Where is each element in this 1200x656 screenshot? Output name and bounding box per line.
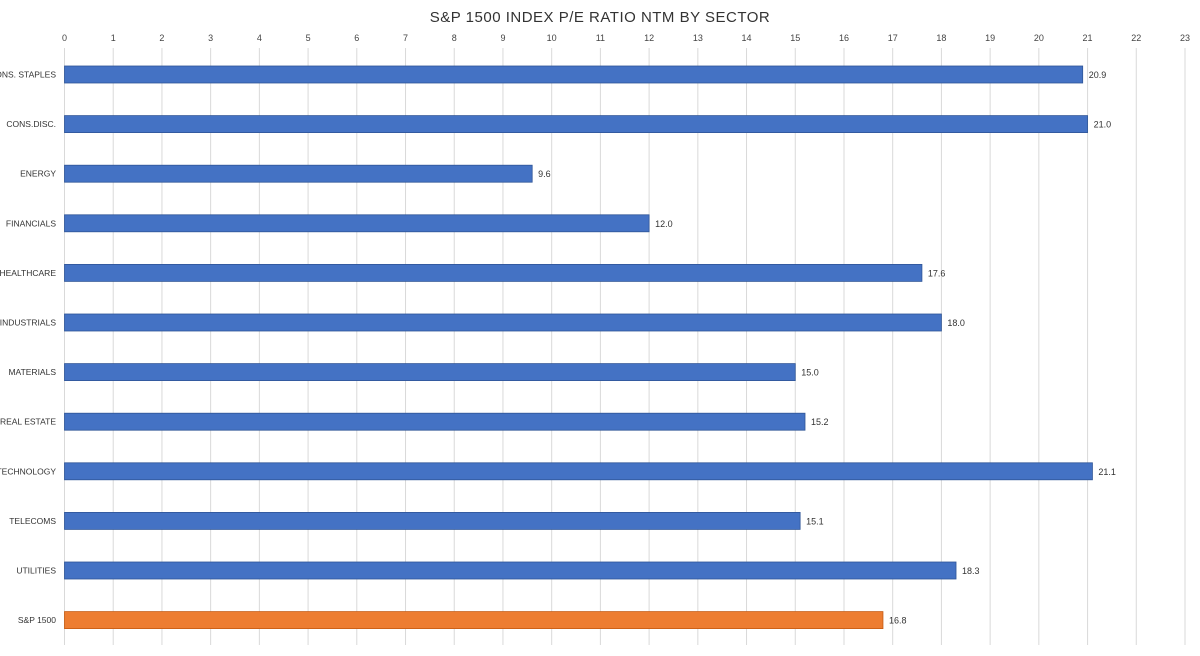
x-tick-label: 16 (839, 33, 849, 43)
x-tick-label: 15 (790, 33, 800, 43)
category-label: MATERIALS (8, 367, 56, 377)
category-label: UTILITIES (16, 566, 56, 576)
x-tick-label: 7 (403, 33, 408, 43)
category-label: REAL ESTATE (0, 417, 56, 427)
x-tick-label: 20 (1034, 33, 1044, 43)
x-tick-label: 13 (693, 33, 703, 43)
data-label: 16.8 (889, 616, 907, 626)
category-label: TECHNOLOGY (0, 466, 56, 476)
x-tick-label: 10 (547, 33, 557, 43)
data-labels: 20.9 21.0 9.6 12.0 17.6 18.0 15.0 15.2 21.1 15.1 1… (538, 70, 1116, 626)
bar-materials (64, 363, 796, 382)
category-label: FINANCIALS (6, 218, 56, 228)
x-tick-label: 22 (1131, 33, 1141, 43)
category-label: CONS. STAPLES (0, 70, 56, 80)
data-label: 18.3 (962, 566, 980, 576)
x-tick-label: 4 (257, 33, 262, 43)
bars (64, 65, 1093, 629)
x-tick-label: 0 (62, 33, 67, 43)
category-label: TELECOMS (9, 516, 56, 526)
grid-lines (64, 48, 1186, 645)
x-tick-label: 3 (208, 33, 213, 43)
bar-technology (64, 462, 1093, 481)
data-label: 15.0 (801, 368, 819, 378)
data-label: 17.6 (928, 268, 946, 278)
data-label: 15.1 (806, 516, 824, 526)
bar-financials (64, 214, 650, 233)
bar-cons-staples (64, 65, 1084, 84)
data-label: 18.0 (947, 318, 965, 328)
x-tick-label: 19 (985, 33, 995, 43)
bar-healthcare (64, 263, 923, 282)
x-axis-ticks: 0 1 2 3 4 5 6 7 8 9 10 11 12 13 14 15 16 17 18 19 20 21 22 23 (62, 33, 1190, 43)
category-label: CONS.DISC. (6, 119, 56, 129)
bar-telecoms (64, 512, 801, 530)
x-tick-label: 2 (159, 33, 164, 43)
x-tick-label: 5 (306, 33, 311, 43)
data-label: 12.0 (655, 219, 673, 229)
bar-s-p-1500 (64, 611, 884, 629)
data-label: 15.2 (811, 417, 829, 427)
data-label: 21.1 (1098, 467, 1116, 477)
category-label: HEALTHCARE (0, 268, 56, 278)
x-tick-label: 8 (452, 33, 457, 43)
x-tick-label: 6 (354, 33, 359, 43)
bar-cons-disc- (64, 115, 1088, 133)
category-label: ENERGY (20, 169, 56, 179)
x-tick-label: 1 (111, 33, 116, 43)
data-label: 20.9 (1089, 70, 1107, 80)
chart-title: S&P 1500 INDEX P/E RATIO NTM BY SECTOR (430, 9, 771, 26)
x-tick-label: 12 (644, 33, 654, 43)
bar-utilities (64, 561, 957, 580)
bar-energy (64, 164, 533, 183)
bar-real-estate (64, 412, 806, 431)
x-tick-label: 18 (936, 33, 946, 43)
x-tick-label: 11 (596, 33, 605, 43)
bar-industrials (64, 313, 942, 332)
category-labels: CONS. STAPLES CONS.DISC. ENERGY FINANCIALS H… (0, 70, 56, 626)
x-tick-label: 9 (500, 33, 505, 43)
data-label: 21.0 (1094, 120, 1112, 130)
x-tick-label: 23 (1180, 33, 1190, 43)
data-label: 9.6 (538, 169, 551, 179)
category-label: INDUSTRIALS (0, 318, 56, 328)
x-tick-label: 17 (888, 33, 898, 43)
x-tick-label: 14 (742, 33, 752, 43)
x-tick-label: 21 (1083, 33, 1093, 43)
category-label: S&P 1500 (18, 615, 56, 625)
